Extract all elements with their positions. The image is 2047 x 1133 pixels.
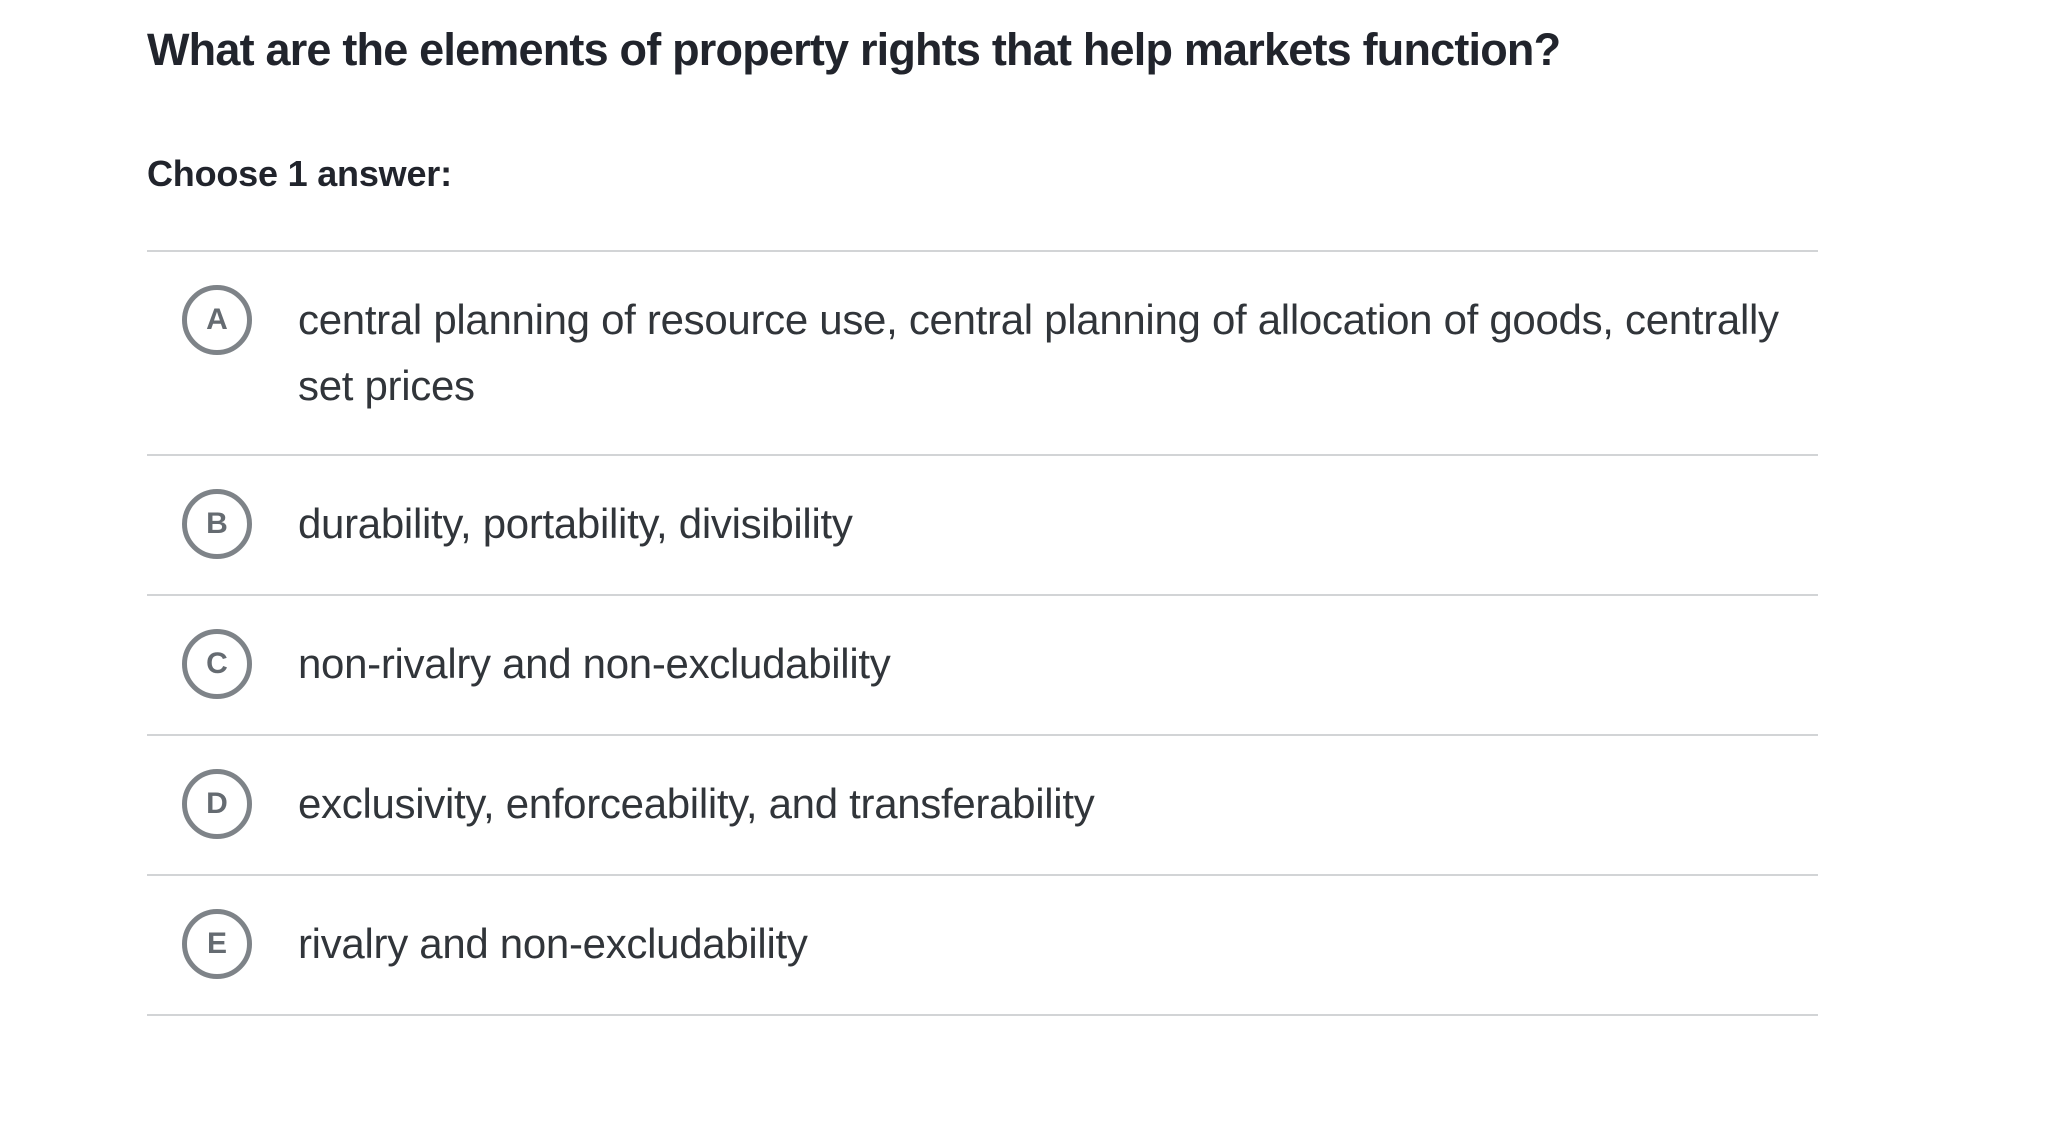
choice-text: central planning of resource use, centra… <box>298 296 1779 409</box>
choice-text: durability, portability, divisibility <box>298 500 853 547</box>
choice-row-b[interactable]: B durability, portability, divisibility <box>147 454 1818 594</box>
question-content: What are the elements of property rights… <box>147 0 1818 1016</box>
choice-text: exclusivity, enforceability, and transfe… <box>298 780 1095 827</box>
choice-row-d[interactable]: D exclusivity, enforceability, and trans… <box>147 734 1818 874</box>
choice-letter: B <box>206 507 228 540</box>
choice-radio-icon[interactable]: A <box>182 285 252 355</box>
choice-letter: D <box>206 787 228 820</box>
choice-radio-icon[interactable]: D <box>182 769 252 839</box>
choice-radio-icon[interactable]: E <box>182 909 252 979</box>
choice-letter: E <box>206 927 227 960</box>
choice-letter: A <box>206 303 228 336</box>
question-title: What are the elements of property rights… <box>147 24 1561 75</box>
choice-text: non-rivalry and non-excludability <box>298 640 891 687</box>
choice-text: rivalry and non-excludability <box>298 920 808 967</box>
choice-row-c[interactable]: C non-rivalry and non-excludability <box>147 594 1818 734</box>
choice-row-a[interactable]: A central planning of resource use, cent… <box>147 250 1818 454</box>
choice-radio-icon[interactable]: C <box>182 629 252 699</box>
choice-letter: C <box>206 647 228 680</box>
choice-row-e[interactable]: E rivalry and non-excludability <box>147 874 1818 1014</box>
choose-prompt: Choose 1 answer: <box>147 153 452 194</box>
choice-radio-icon[interactable]: B <box>182 489 252 559</box>
answer-choices-list: A central planning of resource use, cent… <box>147 250 1818 1016</box>
